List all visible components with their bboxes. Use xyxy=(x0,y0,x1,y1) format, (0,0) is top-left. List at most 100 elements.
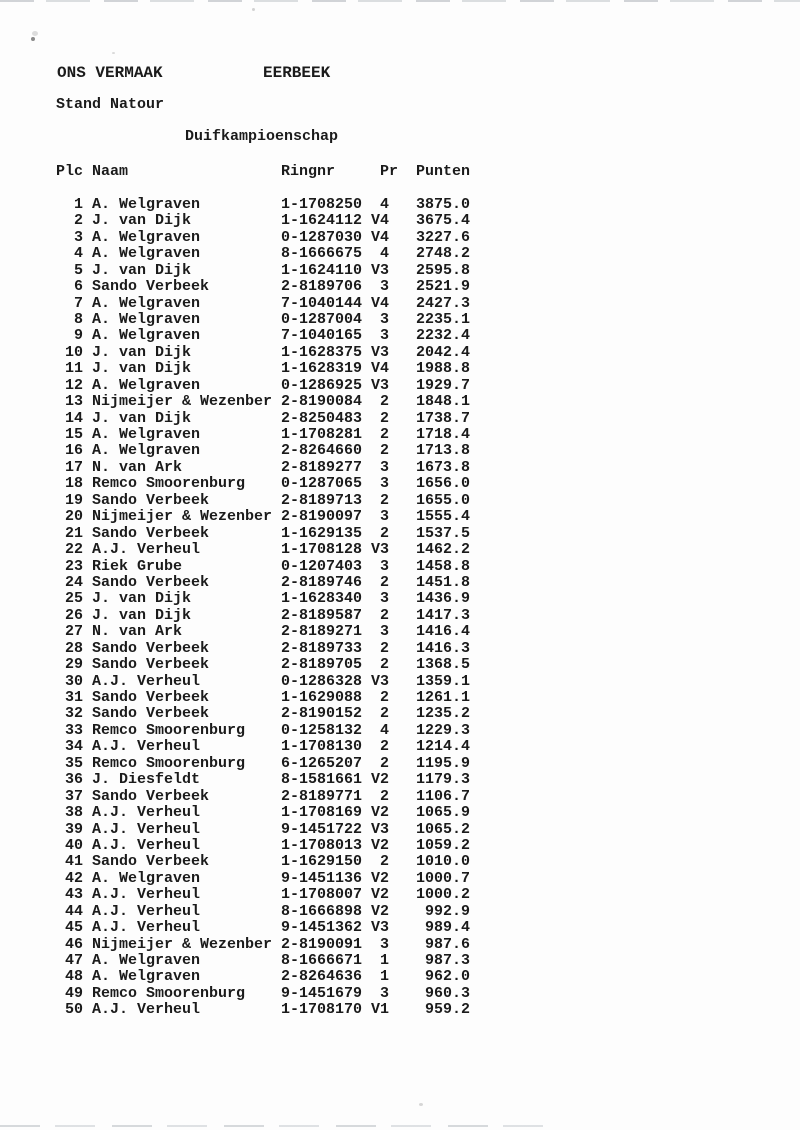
table-row: 46 Nijmeijer & Wezenber 2-8190091 3 987.6 xyxy=(56,935,486,953)
cell-ringnr: 2-8189713 xyxy=(281,491,363,509)
cell-ringnr: 1-1628375 V xyxy=(281,343,381,361)
cell-naam: Nijmeijer & Wezenber xyxy=(92,935,273,953)
cell-plc: 8 xyxy=(73,310,83,328)
cell-plc: 13 xyxy=(64,393,83,411)
cell-pr: 2 xyxy=(380,426,390,443)
cell-ringnr: 2-8190097 xyxy=(281,508,363,526)
table-row: 39 A.J. Verheul 9-1451722 V 3 1065.2 xyxy=(56,820,486,838)
cell-pr: 2 xyxy=(380,524,390,542)
cell-ringnr: 1-1624110 V xyxy=(281,261,381,279)
scan-speck xyxy=(112,52,115,54)
cell-pr: 3 xyxy=(380,261,390,279)
cell-ringnr: 2-8264660 xyxy=(281,442,363,460)
cell-ringnr: 1-1708250 xyxy=(281,195,363,213)
cell-ringnr: 9-1451679 xyxy=(281,984,363,1002)
cell-ringnr: 2-8264636 xyxy=(281,968,363,986)
cell-punten: 1417.3 xyxy=(415,606,470,624)
table-body: 1 A. Welgraven 1-1708250 4 3875.0 2 J. van Dij… xyxy=(56,195,486,1019)
cell-pr: 2 xyxy=(380,869,390,887)
cell-plc: 2 xyxy=(73,212,83,230)
cell-ringnr: 0-1287030 V xyxy=(281,228,381,246)
table-row: 11 J. van Dijk 1-1628319 V 4 1988.8 xyxy=(56,360,486,378)
cell-pr: 2 xyxy=(380,689,390,706)
cell-plc: 41 xyxy=(64,853,83,871)
cell-naam: A.J. Verheul xyxy=(92,902,201,920)
cell-plc: 11 xyxy=(64,360,83,378)
cell-punten: 2595.8 xyxy=(415,261,470,279)
cell-punten: 1436.9 xyxy=(415,590,470,608)
cell-punten: 1261.1 xyxy=(415,689,470,706)
cell-naam: Sando Verbeek xyxy=(92,787,210,805)
table-row: 6 Sando Verbeek 2-8189706 3 2521.9 xyxy=(56,278,486,296)
cell-naam: A.J. Verheul xyxy=(92,820,201,838)
cell-pr: 2 xyxy=(380,639,390,657)
cell-punten: 2427.3 xyxy=(415,294,470,312)
cell-ringnr: 1-1708281 xyxy=(281,426,363,443)
scan-speck xyxy=(419,1103,423,1106)
table-row: 25 J. van Dijk 1-1628340 3 1436.9 xyxy=(56,590,486,608)
cell-punten: 987.3 xyxy=(424,952,470,969)
cell-pr: 4 xyxy=(380,195,390,213)
cell-plc: 27 xyxy=(64,623,83,641)
cell-plc: 25 xyxy=(64,590,83,608)
cell-ringnr: 1-1629135 xyxy=(281,524,363,542)
cell-naam: A. Welgraven xyxy=(92,869,201,887)
cell-plc: 10 xyxy=(64,343,83,361)
cell-ringnr: 1-1628319 V xyxy=(281,360,381,378)
cell-plc: 12 xyxy=(64,376,83,394)
table-row: 50 A.J. Verheul 1-1708170 V 1 959.2 xyxy=(56,1001,486,1018)
cell-ringnr: 2-8189271 xyxy=(281,623,363,641)
cell-naam: Riek Grube xyxy=(92,557,183,575)
cell-naam: A.J. Verheul xyxy=(92,886,201,904)
table-row: 45 A.J. Verheul 9-1451362 V 3 989.4 xyxy=(56,919,486,937)
cell-naam: Nijmeijer & Wezenber xyxy=(92,508,273,526)
cell-ringnr: 9-1451362 V xyxy=(281,919,381,937)
cell-pr: 4 xyxy=(380,294,390,312)
cell-naam: Sando Verbeek xyxy=(92,705,210,723)
cell-ringnr: 8-1666671 xyxy=(281,952,363,969)
table-row: 38 A.J. Verheul 1-1708169 V 2 1065.9 xyxy=(56,804,486,822)
cell-naam: Remco Smoorenburg xyxy=(92,754,246,772)
club-name: ONS VERMAAK xyxy=(57,64,163,82)
cell-punten: 1655.0 xyxy=(415,491,470,509)
table-row: 21 Sando Verbeek 1-1629135 2 1537.5 xyxy=(56,524,486,542)
cell-pr: 3 xyxy=(380,557,390,575)
cell-ringnr: 1-1629150 xyxy=(281,853,363,871)
cell-pr: 2 xyxy=(380,804,390,822)
cell-punten: 2042.4 xyxy=(415,343,470,361)
cell-ringnr: 1-1708013 V xyxy=(281,836,381,854)
cell-pr: 4 xyxy=(380,360,390,378)
cell-plc: 31 xyxy=(64,689,83,706)
cell-punten: 1673.8 xyxy=(415,458,470,476)
table-row: 1 A. Welgraven 1-1708250 4 3875.0 xyxy=(56,195,486,213)
cell-punten: 2521.9 xyxy=(415,278,470,296)
cell-naam: J. van Dijk xyxy=(92,360,192,378)
cell-ringnr: 2-8189733 xyxy=(281,639,363,657)
cell-ringnr: 1-1629088 xyxy=(281,689,363,706)
cell-pr: 3 xyxy=(380,919,390,937)
cell-pr: 1 xyxy=(380,952,390,969)
cell-pr: 2 xyxy=(380,738,390,756)
column-header-pr: Pr xyxy=(380,163,399,180)
cell-naam: A.J. Verheul xyxy=(92,738,201,756)
column-header-plc: Plc xyxy=(56,163,84,180)
cell-ringnr: 2-8189277 xyxy=(281,458,363,476)
cell-naam: A. Welgraven xyxy=(92,376,201,394)
report-title: Duifkampioenschap xyxy=(185,128,339,145)
table-row: 37 Sando Verbeek 2-8189771 2 1106.7 xyxy=(56,787,486,805)
cell-punten: 1214.4 xyxy=(415,738,470,756)
cell-naam: Remco Smoorenburg xyxy=(92,475,246,493)
cell-naam: J. van Dijk xyxy=(92,343,192,361)
table-row: 22 A.J. Verheul 1-1708128 V 3 1462.2 xyxy=(56,541,486,559)
cell-naam: A.J. Verheul xyxy=(92,836,201,854)
cell-plc: 14 xyxy=(64,409,83,427)
cell-plc: 32 xyxy=(64,705,83,723)
cell-punten: 1656.0 xyxy=(415,475,470,493)
table-row: 49 Remco Smoorenburg 9-1451679 3 960.3 xyxy=(56,984,486,1002)
cell-plc: 22 xyxy=(64,541,83,559)
cell-naam: A. Welgraven xyxy=(92,228,201,246)
table-row: 30 A.J. Verheul 0-1286328 V 3 1359.1 xyxy=(56,673,486,690)
table-row: 31 Sando Verbeek 1-1629088 2 1261.1 xyxy=(56,689,486,706)
cell-plc: 15 xyxy=(64,426,83,443)
cell-naam: A. Welgraven xyxy=(92,327,201,345)
